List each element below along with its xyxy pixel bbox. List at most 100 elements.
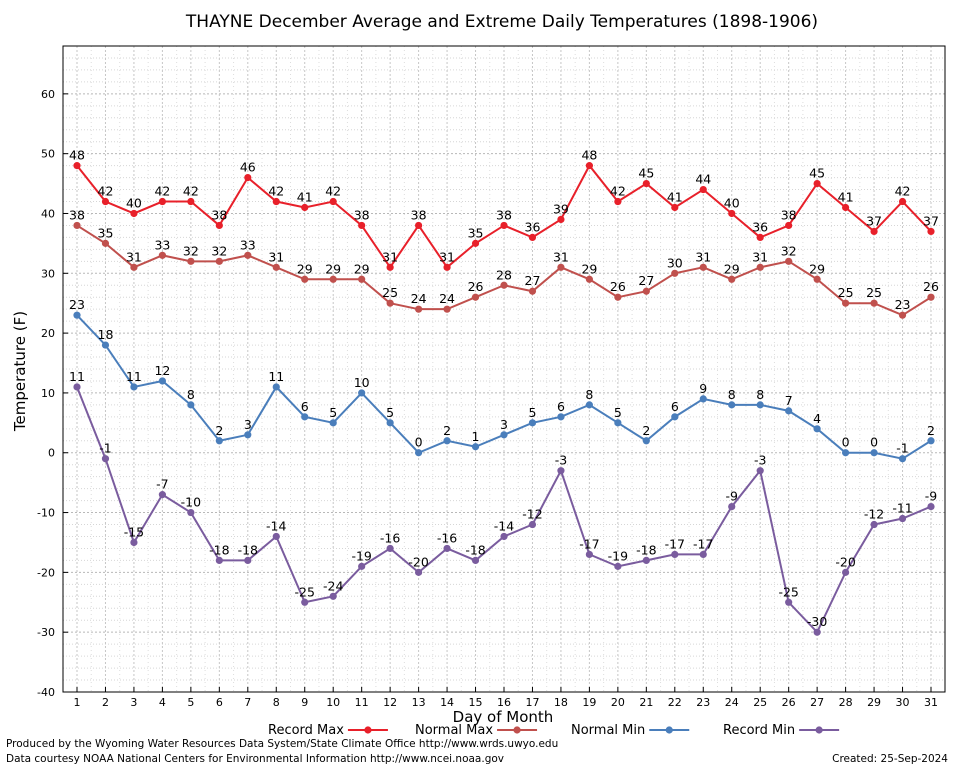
record-min-data-label: -18 [636,542,656,557]
normal-min-point [671,413,679,421]
x-tick-label: 22 [668,696,682,709]
normal-min-data-label: 7 [785,393,793,408]
record-min-data-label: -16 [437,530,457,545]
normal-min-point [557,413,565,421]
record-max-data-label: 35 [468,225,484,240]
x-tick-label: 14 [440,696,454,709]
normal-min-point [272,383,280,391]
normal-min-data-label: 11 [268,369,284,384]
normal-max-data-label: 25 [382,285,398,300]
y-tick-label: 40 [41,207,55,220]
record-min-point [671,550,679,559]
normal-min-point [301,413,309,421]
normal-min-data-label: 3 [244,417,252,432]
record-max-point [785,221,793,230]
normal-min-data-label: 2 [642,423,650,438]
record-max-data-label: 38 [211,207,227,222]
record-min-point [158,491,166,499]
normal-max-point [386,299,394,307]
record-min-point [187,508,195,517]
legend-label: Normal Min [571,723,645,738]
normal-max-data-label: 24 [439,291,455,306]
record-max-data-label: 42 [895,184,911,199]
x-tick-label: 18 [554,696,568,709]
x-tick-label: 19 [582,696,596,709]
footer-produced-by: Produced by the Wyoming Water Resources … [6,738,559,750]
legend-label: Record Max [268,723,344,738]
y-tick-label: 60 [41,88,55,101]
normal-max-data-label: 29 [724,261,740,276]
record-max-point [301,203,309,212]
chart-title: THAYNE December Average and Extreme Dail… [185,12,818,32]
normal-min-point [187,401,195,409]
record-min-point [73,383,81,391]
normal-min-data-label: 8 [756,387,764,402]
record-min-point [557,467,565,475]
normal-min-point [927,437,935,445]
normal-min-point [699,395,707,403]
normal-min-data-label: 4 [813,411,821,426]
normal-min-data-label: -1 [896,441,908,456]
legend-item-normal-min: Normal Min [571,723,690,738]
legend-swatch-marker [364,726,372,734]
normal-min-point [528,419,537,427]
normal-min-data-label: 5 [614,405,622,420]
series-layer [73,162,935,636]
normal-max-data-label: 32 [211,243,227,258]
record-min-series [73,383,935,636]
normal-max-point [756,263,764,271]
record-min-data-label: -12 [522,507,542,522]
normal-max-data-label: 26 [923,279,939,294]
record-min-data-label: -3 [754,453,766,468]
record-max-data-label: 44 [695,172,711,187]
normal-max-point [870,299,878,307]
normal-max-data-label: 29 [809,261,825,276]
record-max-data-label: 45 [638,166,654,181]
normal-min-point [813,425,821,433]
record-max-point [386,263,394,271]
normal-min-data-label: 0 [842,435,850,450]
normal-min-point [415,449,423,457]
record-max-point [927,227,935,236]
record-min-data-label: -20 [835,554,855,569]
normal-min-data-label: 10 [354,375,370,390]
normal-max-data-label: 33 [240,237,256,252]
record-max-data-label: 40 [126,195,142,210]
normal-min-data-label: 2 [215,423,223,438]
normal-max-point [443,305,451,313]
record-min-data-label: -17 [579,536,599,551]
record-max-data-label: 38 [781,207,797,222]
record-min-point [528,520,537,529]
record-max-data-label: 41 [297,190,313,205]
x-tick-label: 30 [896,696,910,709]
y-tick-label: 0 [48,447,55,460]
x-tick-label: 24 [725,696,739,709]
normal-min-point [443,437,451,445]
x-tick-label: 17 [525,696,539,709]
record-max-point [272,197,280,206]
record-min-point [813,628,821,636]
record-min-point [500,532,508,541]
legend-swatch-marker [815,726,823,734]
normal-max-point [671,269,679,277]
normal-min-point [215,437,223,445]
legend: Record Max Normal Max Normal Min Record Min [268,723,840,738]
normal-min-data-label: 12 [154,363,170,378]
x-tick-label: 12 [383,696,397,709]
y-tick-label: -10 [37,507,55,520]
record-max-point [73,162,81,170]
legend-item-normal-max: Normal Max [415,723,538,738]
x-tick-label: 28 [839,696,853,709]
x-tick-label: 27 [810,696,824,709]
normal-min-point [756,401,764,409]
x-tick-label: 3 [130,696,137,709]
normal-min-point [842,449,850,457]
record-min-data-label: -18 [465,542,485,557]
record-max-data-label: 31 [439,249,455,264]
x-tick-label: 29 [867,696,881,709]
record-max-data-label: 40 [724,195,740,210]
record-max-point [244,173,252,182]
normal-max-data-label: 31 [126,249,142,264]
